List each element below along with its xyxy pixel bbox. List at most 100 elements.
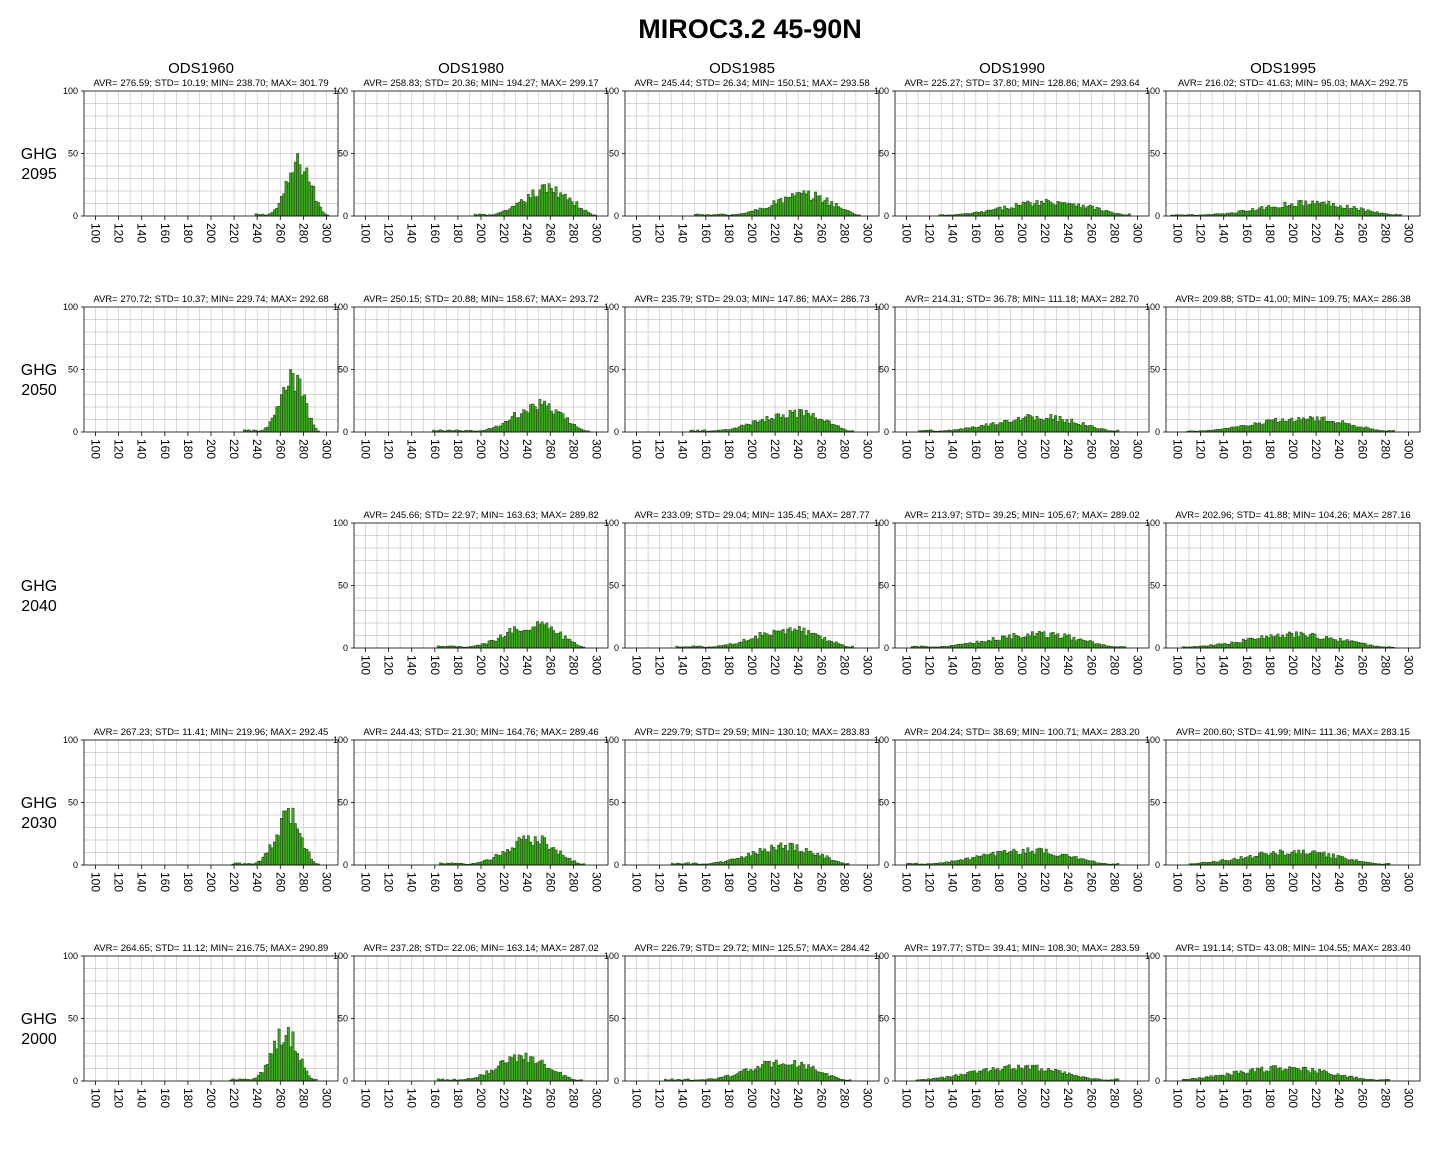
histogram-bar [987, 425, 990, 433]
histogram-bar [816, 419, 820, 433]
histogram-bar [300, 174, 304, 217]
histogram-bar [1047, 853, 1050, 866]
x-tick-label: 120 [382, 439, 396, 459]
histogram-bar [503, 1062, 507, 1082]
histogram-bar [499, 1060, 503, 1082]
histogram-bar [733, 643, 737, 649]
histogram-bar [1246, 638, 1250, 649]
histogram-bar [1288, 631, 1291, 649]
histogram-bar [545, 622, 549, 649]
histogram-bar [522, 630, 526, 649]
histogram-bar [1086, 860, 1090, 866]
y-tick-label: 0 [343, 427, 348, 437]
histogram-bar [1037, 630, 1041, 649]
histogram-bar [1012, 208, 1016, 217]
histogram-bar [510, 847, 514, 866]
histogram-bar [968, 642, 972, 649]
x-tick-label: 220 [1309, 872, 1323, 892]
histogram-bar [966, 643, 970, 649]
histogram-bar [1070, 1074, 1074, 1082]
histogram-bar [263, 853, 267, 866]
histogram-bar [1306, 636, 1310, 649]
histogram-bar [770, 1066, 774, 1082]
histogram-bar [1014, 203, 1018, 217]
histogram-bar [510, 632, 514, 649]
x-tick-label: 240 [791, 655, 805, 675]
histogram-bar [1030, 205, 1034, 217]
histogram-bar [1005, 637, 1009, 649]
y-tick-label: 50 [68, 365, 78, 375]
histogram-bar [1054, 1068, 1057, 1082]
histogram-bar [1299, 419, 1303, 433]
histogram-bar [291, 807, 295, 866]
histogram-bar [1322, 201, 1326, 217]
x-tick-label: 220 [1038, 872, 1052, 892]
x-tick-label: 180 [722, 439, 736, 459]
histogram-bar [275, 207, 279, 217]
x-tick-label: 220 [1038, 223, 1052, 243]
histogram-bar [774, 630, 778, 649]
histogram-bar [526, 835, 530, 866]
x-tick-label: 280 [566, 439, 580, 459]
histogram-bar [268, 1053, 272, 1082]
histogram-bar [1283, 420, 1287, 433]
histogram-bar [561, 194, 565, 217]
histogram-bar [989, 423, 993, 433]
histogram-bar [966, 857, 970, 866]
histogram-bar [289, 369, 293, 433]
histogram-bar [994, 1069, 997, 1082]
histogram-bar [1274, 1065, 1278, 1082]
histogram-bar [478, 1074, 482, 1082]
histogram-bar [751, 851, 755, 866]
histogram-bars [1181, 1065, 1391, 1082]
x-tick-label: 260 [543, 223, 557, 243]
x-tick-label: 180 [992, 223, 1006, 243]
histogram-bar [760, 208, 764, 217]
histogram-bar [1267, 637, 1271, 649]
histogram-bar [1077, 424, 1080, 433]
histogram-bar [582, 210, 586, 217]
histogram-bar [964, 427, 967, 433]
histogram-bar [1091, 425, 1094, 433]
histogram-bar [832, 424, 836, 433]
histogram-bar [1246, 1072, 1250, 1082]
histogram-bar [1311, 200, 1315, 217]
histogram-bar [1102, 210, 1106, 217]
histogram-bar [275, 834, 279, 866]
histogram-bar [1271, 206, 1275, 217]
histogram-bar [1228, 1073, 1231, 1082]
histogram-bar [767, 1061, 771, 1082]
histogram-bar [1088, 424, 1092, 433]
x-tick-label: 100 [359, 1088, 373, 1108]
histogram-bar [570, 860, 574, 866]
x-tick-label: 260 [1355, 1088, 1369, 1108]
histogram-bar [1283, 201, 1287, 217]
x-tick-label: 220 [1309, 439, 1323, 459]
histogram-bar [977, 856, 981, 866]
x-tick-label: 200 [1015, 872, 1029, 892]
x-tick-label: 160 [699, 223, 713, 243]
grid-lines [1166, 307, 1420, 432]
x-tick-label: 220 [1309, 1088, 1323, 1108]
y-tick-label: 50 [609, 581, 619, 591]
histogram-bar [1276, 633, 1280, 649]
histogram-bar [1352, 424, 1356, 433]
histogram-bar [1338, 855, 1342, 866]
x-tick-label: 180 [1263, 872, 1277, 892]
x-tick-label: 240 [1061, 1088, 1075, 1108]
histogram-bar [1341, 640, 1345, 649]
histogram-bar [791, 1064, 794, 1082]
histogram-bar [1063, 202, 1067, 217]
histogram-bar [550, 626, 553, 649]
histogram-bar [1014, 850, 1018, 866]
histogram-bar [1049, 853, 1053, 866]
histogram-bar [1239, 642, 1243, 649]
histogram-bar [310, 858, 313, 866]
histogram-bar [760, 1064, 764, 1082]
x-tick-label: 120 [653, 223, 667, 243]
histogram-bar [515, 841, 519, 866]
x-tick-label: 140 [135, 872, 149, 892]
panel-stats: AVR= 226.79; STD= 29.72; MIN= 125.57; MA… [634, 943, 869, 954]
histogram-panel: AVR= 267.23; STD= 11.41; MIN= 219.96; MA… [63, 727, 339, 892]
x-tick-label: 100 [900, 439, 914, 459]
